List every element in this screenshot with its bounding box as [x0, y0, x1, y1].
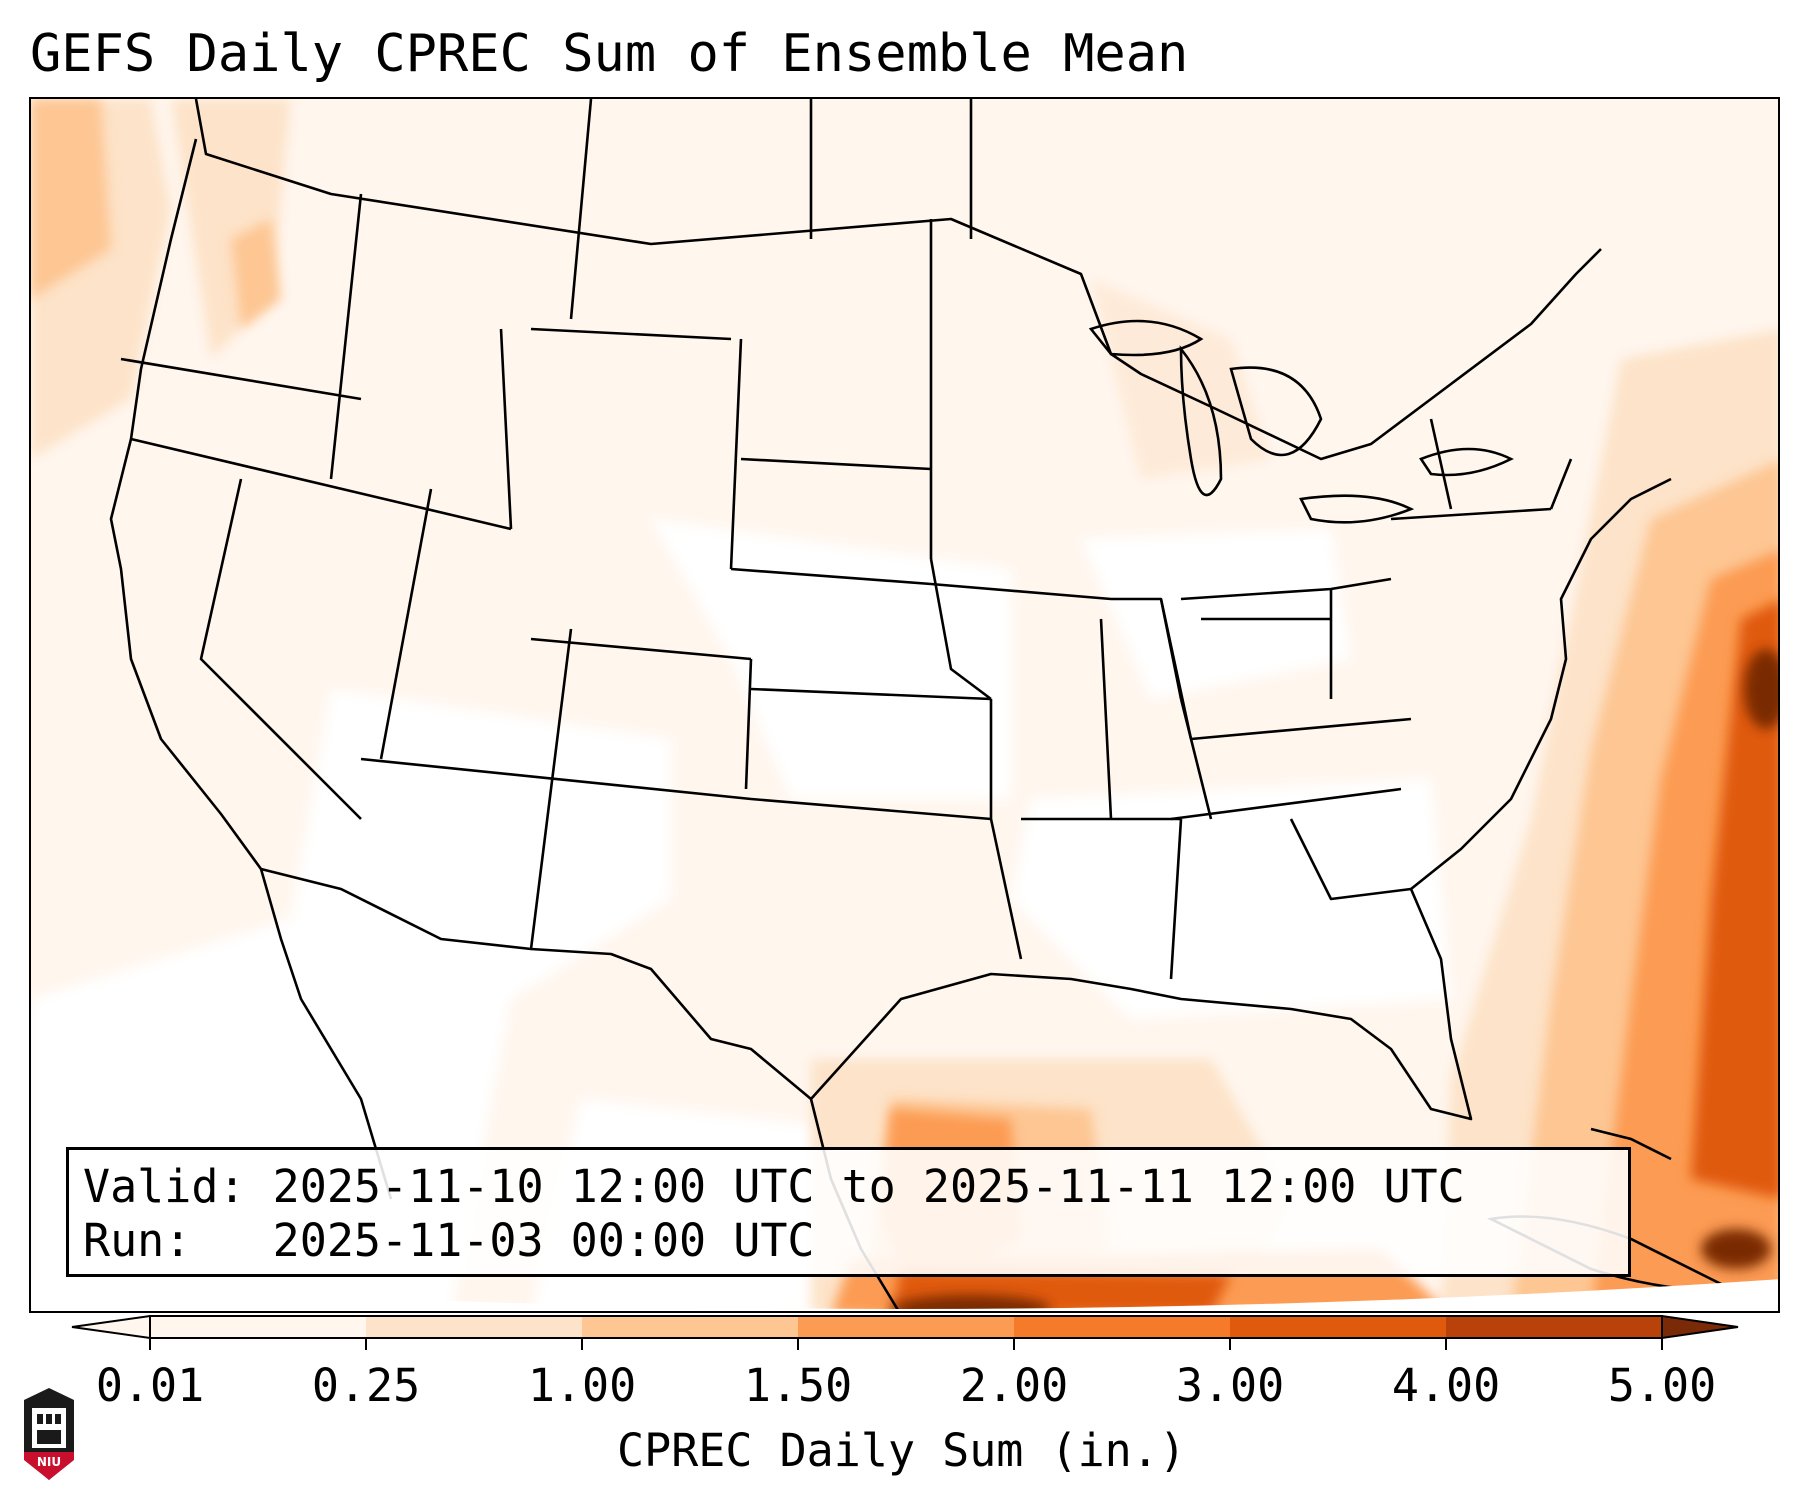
precip-field-extreme: [891, 649, 1778, 1311]
colorbar-segment: [798, 1316, 1015, 1338]
logo-text: NIU: [37, 1455, 61, 1469]
political-boundaries: [109, 99, 1672, 1311]
colorbar-tick-label: 0.25: [311, 1359, 421, 1412]
colorbar-tick-label: 4.00: [1391, 1359, 1501, 1412]
valid-label: Valid:: [83, 1160, 246, 1213]
colorbar-tick-label: 2.00: [959, 1359, 1069, 1412]
colorbar-tick-label: 5.00: [1607, 1359, 1717, 1412]
run-label: Run:: [83, 1214, 192, 1267]
valid-value: 2025-11-10 12:00 UTC to 2025-11-11 12:00…: [272, 1160, 1465, 1213]
colorbar-tick-label: 1.50: [743, 1359, 853, 1412]
colorbar-extend-high: [1661, 1314, 1739, 1340]
colorbar-segment: [366, 1316, 583, 1338]
run-value: 2025-11-03 00:00 UTC: [272, 1214, 815, 1267]
colorbar-tick-label: 3.00: [1175, 1359, 1285, 1412]
great-lakes: [1088, 319, 1514, 524]
colorbar-segment: [150, 1316, 367, 1338]
colorbar-outline: [149, 1315, 1663, 1339]
valid-line: Valid: 2025-11-10 12:00 UTC to 2025-11-1…: [83, 1160, 1614, 1214]
colorbar-tick-label: 1.00: [527, 1359, 637, 1412]
colorbar-extend-low: [71, 1314, 151, 1340]
colorbar-title: CPREC Daily Sum (in.): [617, 1424, 1186, 1477]
colorbar-segment: [582, 1316, 799, 1338]
colorbar-tick-label: 0.01: [95, 1359, 205, 1412]
map-title: GEFS Daily CPREC Sum of Ensemble Mean: [30, 24, 1189, 84]
niu-university-logo-icon: NIU: [24, 1388, 74, 1480]
projection-edge: [31, 1279, 1778, 1311]
run-line: Run: 2025-11-03 00:00 UTC: [83, 1214, 1614, 1268]
valid-run-box: Valid: 2025-11-10 12:00 UTC to 2025-11-1…: [66, 1147, 1631, 1277]
colorbar-segment: [1230, 1316, 1447, 1338]
colorbar-segment: [1014, 1316, 1231, 1338]
colorbar-segment: [1446, 1316, 1663, 1338]
